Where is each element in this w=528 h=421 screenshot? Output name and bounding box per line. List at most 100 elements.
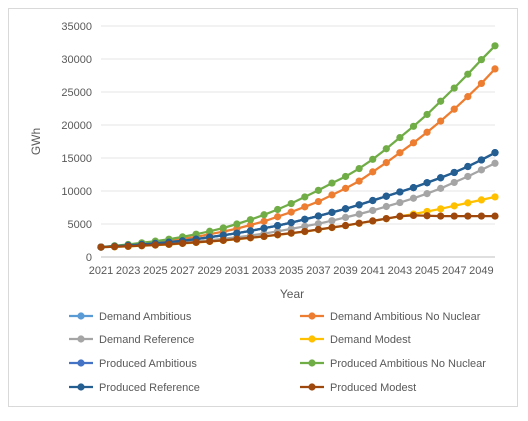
data-point — [138, 242, 146, 250]
data-point — [274, 221, 282, 230]
data-point — [314, 220, 322, 228]
data-point — [219, 231, 227, 239]
data-point — [491, 193, 499, 201]
data-point — [328, 179, 336, 187]
data-point — [409, 122, 418, 130]
data-point — [355, 164, 363, 173]
y-tick-label: 20000 — [61, 120, 92, 132]
x-tick-label: 2045 — [415, 265, 439, 277]
y-tick-label: 15000 — [61, 153, 92, 165]
legend-label: Demand Modest — [330, 334, 411, 346]
x-tick-label: 2029 — [197, 265, 221, 277]
data-point — [260, 211, 268, 219]
data-point — [437, 117, 445, 125]
data-point — [369, 196, 377, 205]
legend-item: Demand Ambitious No Nuclear — [300, 311, 481, 323]
data-point — [260, 224, 268, 232]
data-point — [437, 97, 445, 105]
x-tick-label: 2027 — [170, 265, 194, 277]
data-point — [491, 65, 499, 73]
x-tick-label: 2037 — [306, 265, 330, 277]
data-point — [355, 210, 363, 218]
data-point — [369, 155, 377, 163]
data-point — [246, 221, 255, 229]
data-point — [450, 202, 458, 210]
legend-swatch-marker — [77, 312, 85, 320]
line-chart: 0 5000 10000 15000 20000 25000 30000 35000 2021… — [29, 21, 499, 394]
data-point — [341, 221, 350, 230]
data-point — [301, 193, 309, 201]
data-point — [437, 174, 445, 182]
data-point — [382, 145, 390, 153]
series-produced-modest — [97, 211, 499, 251]
data-point — [355, 201, 363, 209]
data-point — [450, 168, 458, 177]
legend: Demand Ambitious Demand Ambitious No Nucl… — [69, 311, 486, 394]
data-point — [369, 217, 377, 225]
series-line — [100, 162, 496, 249]
data-point — [314, 225, 322, 234]
data-point — [423, 128, 431, 136]
data-point — [314, 197, 322, 206]
data-point — [477, 156, 486, 164]
data-point — [206, 237, 214, 245]
data-point — [450, 178, 458, 187]
chart-frame: 0 5000 10000 15000 20000 25000 30000 35000 2021… — [8, 8, 518, 407]
data-point — [233, 235, 241, 243]
data-point — [423, 179, 431, 187]
x-tick-label: 2041 — [360, 265, 384, 277]
data-point — [477, 166, 486, 174]
x-axis-title: Year — [280, 287, 304, 301]
y-tick-label: 0 — [86, 252, 92, 264]
data-point — [409, 184, 418, 192]
data-point — [97, 243, 105, 251]
data-point — [437, 212, 445, 220]
data-point — [382, 214, 390, 223]
data-point — [192, 238, 200, 246]
data-point — [165, 240, 173, 248]
data-point — [341, 205, 350, 213]
y-tick-label: 35000 — [61, 21, 92, 33]
data-point — [491, 149, 499, 157]
data-point — [450, 84, 458, 92]
data-point — [396, 212, 404, 220]
data-point — [396, 149, 404, 157]
x-tick-label: 2035 — [279, 265, 303, 277]
legend-label: Demand Ambitious No Nuclear — [330, 311, 481, 323]
data-point — [124, 242, 132, 250]
data-point — [274, 205, 282, 214]
data-point — [464, 162, 472, 171]
data-point — [423, 110, 431, 119]
data-point — [464, 199, 472, 207]
data-point — [464, 172, 472, 181]
data-point — [491, 159, 499, 167]
data-point — [341, 213, 350, 221]
data-point — [314, 186, 322, 194]
data-point — [260, 232, 268, 241]
data-point — [437, 205, 445, 213]
data-point — [437, 184, 445, 192]
data-point — [287, 229, 295, 237]
data-point — [110, 243, 119, 251]
legend-swatch-marker — [308, 335, 316, 343]
data-point — [491, 42, 499, 50]
series-demand-reference — [97, 159, 499, 251]
y-tick-label: 25000 — [61, 87, 92, 99]
data-point — [328, 217, 336, 225]
data-point — [355, 219, 363, 227]
data-point — [178, 239, 187, 247]
data-point — [409, 139, 418, 147]
data-point — [287, 219, 295, 227]
x-tick-label: 2023 — [116, 265, 140, 277]
data-point — [369, 206, 377, 215]
data-point — [396, 133, 404, 142]
x-tick-label: 2021 — [89, 265, 113, 277]
legend-item: Demand Modest — [300, 334, 411, 346]
data-point — [314, 212, 322, 220]
legend-label: Demand Reference — [99, 334, 194, 346]
legend-label: Produced Reference — [99, 382, 200, 394]
series-lines — [97, 42, 499, 251]
data-point — [301, 215, 309, 223]
data-point — [206, 227, 214, 235]
series-produced-ambitious-no-nuclear — [97, 42, 499, 251]
